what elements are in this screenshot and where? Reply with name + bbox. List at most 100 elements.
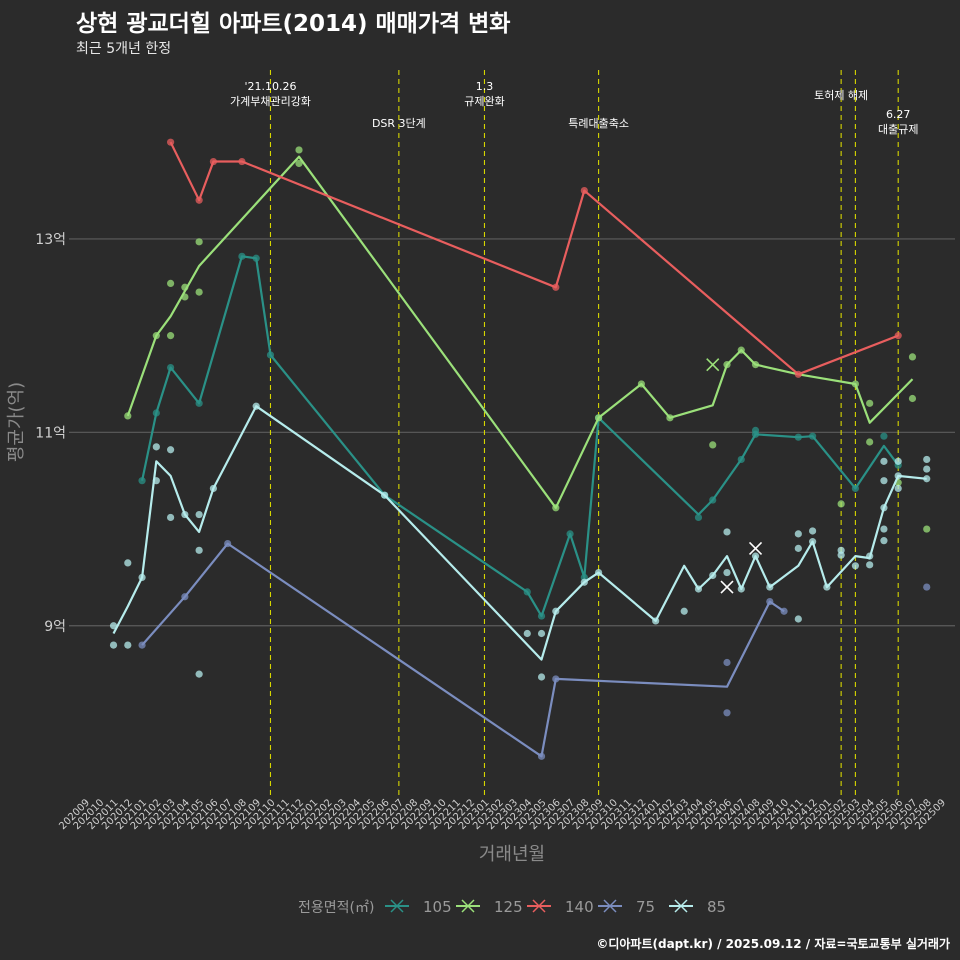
legend-label-105: 105 (423, 898, 452, 916)
data-point (908, 353, 917, 361)
cross-marker (748, 541, 763, 555)
data-point (894, 457, 902, 465)
data-point (880, 432, 888, 440)
series-line (112, 405, 927, 661)
data-point (523, 629, 531, 638)
data-point (880, 477, 888, 485)
event-label: 특례대출축소 (568, 117, 629, 130)
legend-cross (532, 899, 546, 913)
event-label: 토허제 해제 (814, 88, 868, 102)
data-point (880, 457, 888, 465)
data-point (709, 441, 717, 449)
data-point (723, 709, 731, 717)
event-label-line: 대출규제 (878, 123, 918, 136)
data-point (866, 399, 874, 407)
data-point (109, 622, 118, 630)
legend-cross (674, 899, 688, 913)
data-point (295, 146, 303, 154)
series-85 (109, 402, 931, 681)
data-point (923, 475, 931, 483)
data-point (124, 559, 132, 567)
data-point (794, 544, 802, 552)
source-caption: ©디아파트(dapt.kr) / 2025.09.12 / 자료=국토교통부 실… (596, 937, 950, 951)
event-label-line: 6.27 (886, 108, 911, 121)
data-point (794, 530, 802, 538)
axis-ticks: 9억11억13억20200920201020201120201220210120… (35, 232, 948, 832)
event-label: DSR 3단계 (372, 117, 426, 130)
data-point (880, 537, 888, 545)
y-tick-label: 13억 (35, 232, 66, 248)
event-label-line: 토허제 해제 (814, 88, 868, 102)
series-140 (167, 138, 902, 378)
data-point (195, 288, 203, 296)
data-point (152, 443, 160, 451)
y-axis-title: 평균가(억) (6, 382, 27, 462)
series-line (126, 155, 914, 509)
legend-label-75: 75 (636, 898, 655, 916)
data-point (866, 438, 874, 446)
legend-label-85: 85 (707, 898, 726, 916)
data-point (723, 568, 731, 577)
data-point (837, 500, 845, 508)
data-point (880, 525, 888, 533)
data-point (794, 615, 802, 623)
data-point (723, 658, 731, 667)
data-point (167, 513, 175, 522)
x-axis-title: 거래년월 (479, 844, 545, 865)
legend-cross (603, 899, 617, 913)
data-point (751, 426, 760, 435)
event-label-line: 특례대출축소 (568, 117, 629, 130)
series-layer (109, 138, 931, 760)
series-75 (138, 539, 931, 760)
data-point (908, 394, 917, 403)
data-point (923, 455, 931, 464)
data-point (680, 607, 688, 615)
event-label: '21.10.26 가계부채관리강화 (230, 80, 311, 108)
legend-label-140: 140 (565, 898, 594, 916)
data-point (837, 551, 845, 559)
legend-title: 전용면적(㎡) (298, 900, 374, 916)
data-point (124, 641, 132, 649)
event-label: 1.3 규제완화 (464, 80, 504, 108)
event-label-line: 가계부채관리강화 (230, 95, 311, 108)
series-line (169, 141, 899, 376)
series-125 (124, 146, 931, 533)
data-point (195, 238, 203, 246)
data-point (894, 484, 902, 493)
data-point (195, 670, 203, 678)
legend-label-125: 125 (494, 898, 523, 916)
data-point (923, 583, 931, 591)
series-line (141, 255, 900, 618)
grid-lines (69, 238, 955, 627)
data-point (167, 332, 175, 340)
data-point (723, 528, 731, 536)
data-point (694, 513, 703, 522)
data-point (109, 641, 118, 649)
y-tick-label: 9억 (44, 619, 66, 635)
chart-title: 상현 광교더힐 아파트(2014) 매매가격 변화 (76, 11, 511, 37)
data-point (537, 673, 546, 681)
event-label: 6.27 대출규제 (878, 108, 918, 136)
data-point (295, 159, 303, 168)
data-point (809, 527, 817, 535)
chart-subtitle: 최근 5개년 한정 (76, 41, 172, 57)
event-label-line: 규제완화 (464, 95, 504, 108)
data-point (195, 546, 203, 554)
data-point (167, 446, 175, 454)
y-tick-label: 11억 (35, 425, 66, 441)
data-point (537, 629, 546, 638)
event-label-line: DSR 3단계 (372, 117, 426, 130)
data-point (866, 561, 874, 569)
event-label-line: 1.3 (476, 80, 494, 93)
data-point (923, 465, 931, 473)
data-point (851, 562, 860, 570)
legend-cross (390, 899, 404, 913)
data-point (923, 525, 931, 533)
cross-marker (706, 358, 720, 372)
legend: 전용면적(㎡) 105 125 140 75 85 (298, 898, 726, 916)
series-line (141, 542, 785, 758)
cross-marker (720, 580, 734, 594)
event-label-line: '21.10.26 (244, 80, 296, 93)
